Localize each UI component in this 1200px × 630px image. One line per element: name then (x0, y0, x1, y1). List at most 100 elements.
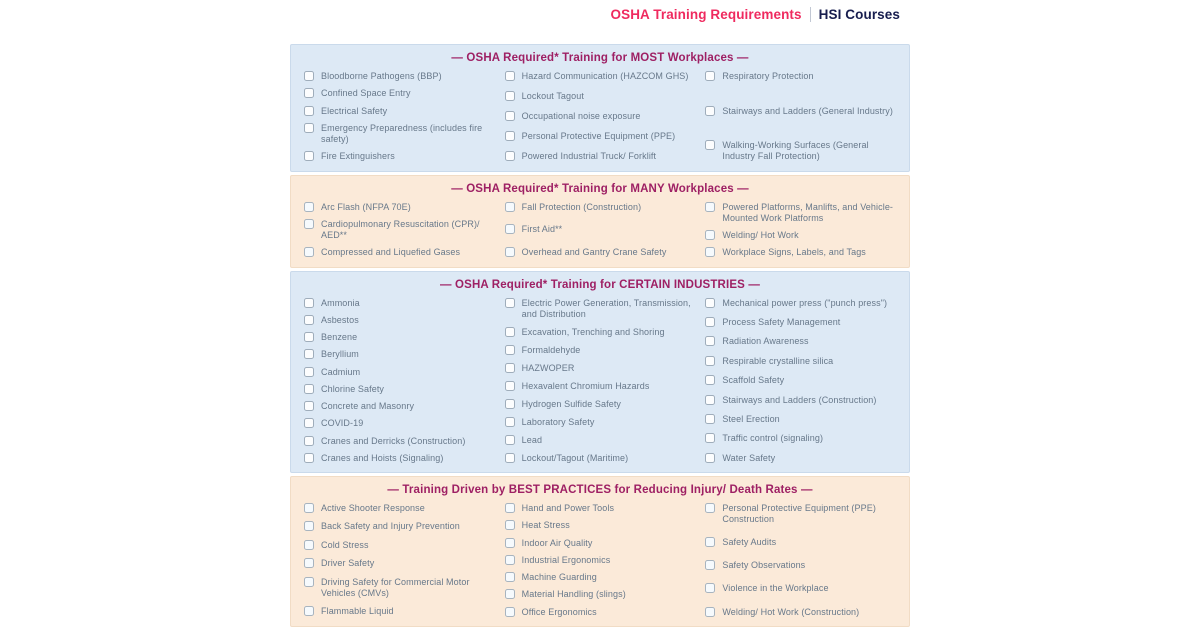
checklist-item: Cardiopulmonary Resuscitation (CPR)/ AED… (304, 218, 495, 242)
checkbox[interactable] (304, 218, 314, 229)
checkbox[interactable] (304, 71, 314, 81)
checkbox[interactable] (304, 297, 314, 308)
checkbox[interactable] (504, 434, 515, 445)
checklist-item-label: Radiation Awareness (722, 336, 809, 347)
checklist-item: Driver Safety (304, 558, 495, 569)
checklist-item: COVID-19 (304, 418, 495, 429)
checklist-item-label: Excavation, Trenching and Shoring (521, 326, 665, 337)
checkbox[interactable] (304, 435, 314, 446)
checkbox[interactable] (504, 362, 515, 373)
checkbox[interactable] (304, 539, 314, 550)
checkbox[interactable] (304, 88, 314, 99)
checklist-item: Scaffold Safety (705, 375, 896, 386)
checkbox[interactable] (304, 606, 314, 617)
checkbox[interactable] (705, 583, 716, 594)
checkbox[interactable] (304, 332, 314, 342)
checklist-item-label: Fire Extinguishers (321, 151, 395, 162)
checkbox[interactable] (304, 151, 314, 162)
checkbox[interactable] (304, 349, 314, 360)
checklist-item-label: Arc Flash (NFPA 70E) (321, 201, 411, 212)
checklist-item-label: Safety Observations (722, 560, 806, 571)
checklist-item: Fall Protection (Construction) (504, 201, 696, 213)
checkbox[interactable] (504, 537, 515, 548)
checklist-item-label: Respiratory Protection (722, 71, 814, 81)
checkbox[interactable] (504, 111, 515, 122)
checklist-item: Personal Protective Equipment (PPE) Cons… (705, 503, 896, 526)
checkbox[interactable] (705, 297, 716, 308)
checklist-item-label: Office Ergonomics (521, 606, 597, 617)
checklist-item-label: Respirable crystalline silica (722, 355, 834, 366)
checkbox[interactable] (705, 560, 716, 571)
checkbox[interactable] (705, 140, 716, 150)
checkbox[interactable] (304, 201, 314, 212)
checkbox[interactable] (304, 418, 314, 429)
checkbox[interactable] (504, 520, 515, 531)
checkbox[interactable] (504, 201, 515, 212)
checkbox[interactable] (504, 151, 515, 162)
checkbox[interactable] (504, 297, 515, 308)
section-column-1: Bloodborne Pathogens (BBP) Confined Space… (299, 71, 500, 163)
checklist-item-label: Industrial Ergonomics (521, 554, 611, 565)
checkbox[interactable] (705, 71, 716, 81)
checkbox[interactable] (304, 366, 314, 377)
checkbox[interactable] (705, 375, 716, 386)
checkbox[interactable] (504, 416, 515, 427)
checkbox[interactable] (705, 230, 716, 240)
checkbox[interactable] (504, 572, 515, 582)
checkbox[interactable] (504, 247, 515, 258)
checklist-item: Flammable Liquid (304, 606, 495, 617)
checkbox[interactable] (504, 398, 515, 409)
checkbox[interactable] (705, 394, 716, 405)
checkbox[interactable] (705, 537, 716, 548)
checkbox[interactable] (304, 401, 314, 411)
checkbox[interactable] (504, 380, 515, 391)
checkbox[interactable] (705, 105, 716, 116)
checkbox[interactable] (705, 452, 716, 463)
checkbox[interactable] (705, 316, 716, 327)
checkbox[interactable] (504, 131, 515, 142)
header-divider (809, 7, 811, 22)
checkbox[interactable] (504, 503, 515, 513)
checklist-item: Heat Stress (504, 520, 696, 531)
checkbox[interactable] (504, 344, 515, 355)
checkbox[interactable] (705, 355, 716, 366)
checkbox[interactable] (504, 452, 515, 463)
checkbox[interactable] (504, 589, 515, 600)
checkbox[interactable] (504, 606, 515, 617)
checkbox[interactable] (504, 554, 515, 565)
checklist-item: Bloodborne Pathogens (BBP) (304, 71, 495, 82)
checkbox[interactable] (504, 91, 515, 102)
checklist-item: Respirable crystalline silica (705, 355, 896, 367)
checklist-item-label: Chlorine Safety (321, 383, 385, 394)
checklist-item-label: Hazard Communication (HAZCOM GHS) (521, 71, 689, 81)
checklist-item: Office Ergonomics (504, 606, 696, 618)
checkbox[interactable] (705, 201, 716, 212)
checklist-item-label: Hydrogen Sulfide Safety (521, 398, 622, 409)
checklist-item: Welding/ Hot Work (705, 230, 896, 241)
checkbox[interactable] (304, 314, 314, 325)
checkbox[interactable] (705, 413, 716, 424)
checklist-item-label: Benzene (321, 332, 358, 342)
checkbox[interactable] (705, 247, 716, 258)
checkbox[interactable] (304, 558, 314, 569)
checkbox[interactable] (504, 224, 515, 235)
checkbox[interactable] (304, 122, 314, 133)
checkbox[interactable] (304, 247, 314, 258)
checkbox[interactable] (705, 336, 716, 347)
checkbox[interactable] (504, 71, 515, 81)
checkbox[interactable] (705, 606, 716, 617)
checkbox[interactable] (705, 433, 716, 444)
checklist-item: Water Safety (705, 452, 896, 464)
checkbox[interactable] (504, 326, 515, 337)
checkbox[interactable] (304, 576, 314, 587)
checklist-item-label: Traffic control (signaling) (722, 433, 824, 444)
checkbox[interactable] (304, 521, 314, 532)
checkbox[interactable] (304, 383, 314, 394)
checklist-item: Violence in the Workplace (705, 583, 896, 594)
checkbox[interactable] (705, 503, 716, 513)
checklist-item: HAZWOPER (504, 362, 696, 374)
checkbox[interactable] (304, 105, 314, 116)
checklist-item: Cadmium (304, 366, 495, 378)
checkbox[interactable] (304, 503, 314, 513)
checkbox[interactable] (304, 452, 314, 463)
